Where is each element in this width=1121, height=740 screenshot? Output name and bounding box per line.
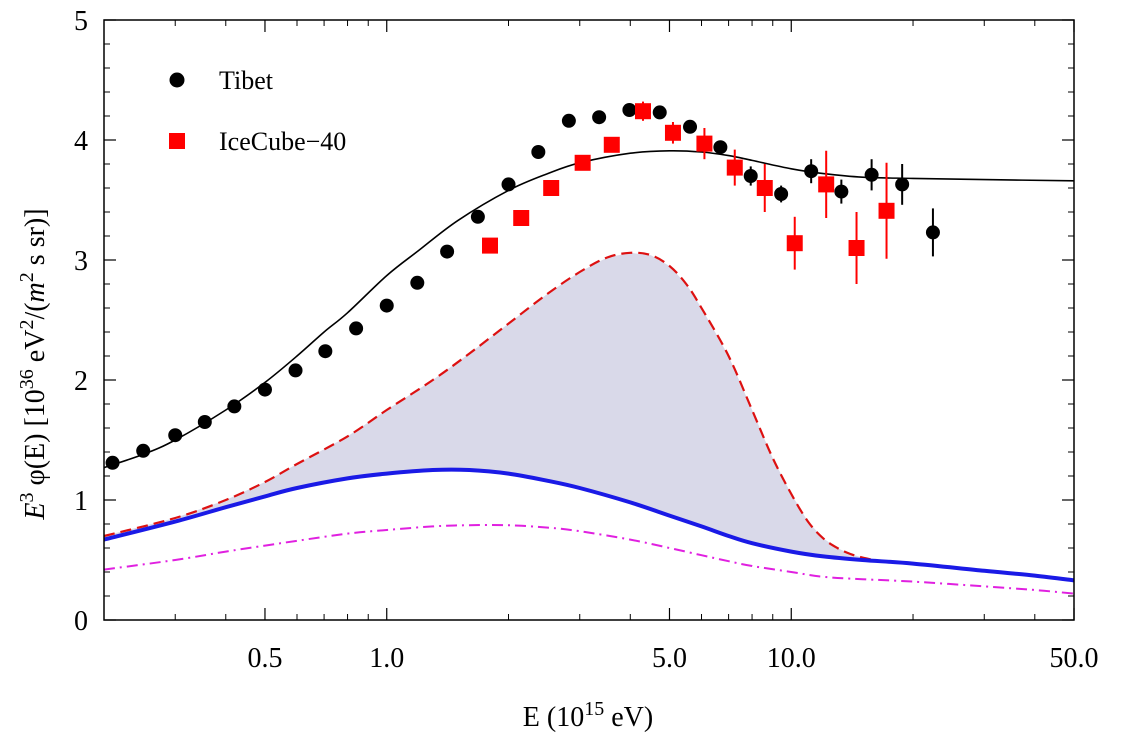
y-tick-label: 1 [74, 486, 88, 517]
data-points-layer [105, 101, 940, 470]
shaded-band-layer [104, 252, 874, 561]
tibet-point [531, 145, 546, 159]
x-tick-label: 1.0 [369, 643, 404, 674]
tibet-point [440, 244, 455, 259]
icecube-40-point [603, 136, 620, 153]
tibet-point [592, 110, 607, 125]
tibet-point [743, 169, 758, 183]
curve-thin-solid [103, 149, 1075, 469]
tibet-point [925, 225, 940, 240]
tibet-point [227, 399, 242, 414]
icecube-40-point [878, 202, 895, 219]
icecube-40-point [574, 154, 591, 171]
tibet-point [652, 105, 667, 120]
icecube-40-point [664, 124, 681, 141]
tibet-point [683, 119, 698, 134]
tibet-point [197, 415, 212, 429]
tibet-point [105, 455, 120, 470]
x-axis-label: E (1015 eV) [523, 698, 653, 733]
ticks-layer: 0.5 1.0 5.0 10.0 50.0 0 1 2 3 4 5 [74, 6, 1099, 674]
y-tick-label: 3 [74, 246, 88, 277]
icecube-40-point [818, 176, 835, 193]
y-tick-label: 4 [74, 126, 88, 157]
y-tick-label: 0 [74, 606, 88, 637]
icecube-40-point [543, 180, 560, 196]
icecube-40-point [513, 210, 530, 226]
curve-dash-dot [103, 523, 1075, 595]
curve-dashed [103, 251, 875, 562]
y-tick-label: 2 [74, 366, 88, 397]
tibet-point [410, 275, 425, 290]
curves-layer [103, 149, 1075, 595]
legend: Tibet IceCube−40 [169, 66, 346, 156]
tibet-point [168, 428, 183, 443]
legend-label-icecube-40: IceCube−40 [219, 127, 346, 156]
tibet-point [774, 187, 789, 201]
icecube-40-point [786, 235, 803, 252]
tibet-point [895, 177, 910, 192]
icecube-40-point [848, 240, 865, 256]
icecube-40-point [634, 103, 651, 120]
legend-marker-icecube-40 [169, 133, 185, 149]
legend-label-tibet: Tibet [219, 66, 274, 95]
tibet-point [804, 164, 819, 179]
icecube-40-point [756, 180, 773, 196]
x-tick-label: 0.5 [247, 643, 282, 674]
tibet-point [622, 103, 637, 117]
tibet-point [864, 167, 879, 182]
shaded-band [104, 252, 874, 561]
x-tick-label: 50.0 [1050, 643, 1099, 674]
y-tick-label: 5 [74, 6, 88, 37]
tibet-point [713, 140, 728, 155]
icecube-40-point [696, 135, 713, 152]
x-tick-label: 5.0 [652, 643, 687, 674]
icecube-40-point [482, 237, 499, 254]
x-tick-label: 10.0 [767, 643, 816, 674]
tibet-point [349, 321, 364, 336]
icecube-40-point [726, 159, 743, 176]
tibet-point [288, 363, 303, 378]
tibet-point [136, 443, 151, 458]
tibet-point [379, 298, 394, 313]
tibet-point [318, 344, 333, 359]
tibet-point [501, 177, 516, 192]
legend-marker-tibet [169, 72, 185, 88]
y-axis-label: E3 φ(E) [1036 eV2/(m2 s sr)] [16, 208, 51, 520]
tibet-point [834, 184, 849, 199]
tibet-point [257, 382, 272, 397]
tibet-point [561, 113, 576, 128]
tibet-point [470, 209, 485, 224]
curve-thick-solid [103, 467, 1075, 583]
plot-frame [103, 19, 1075, 621]
